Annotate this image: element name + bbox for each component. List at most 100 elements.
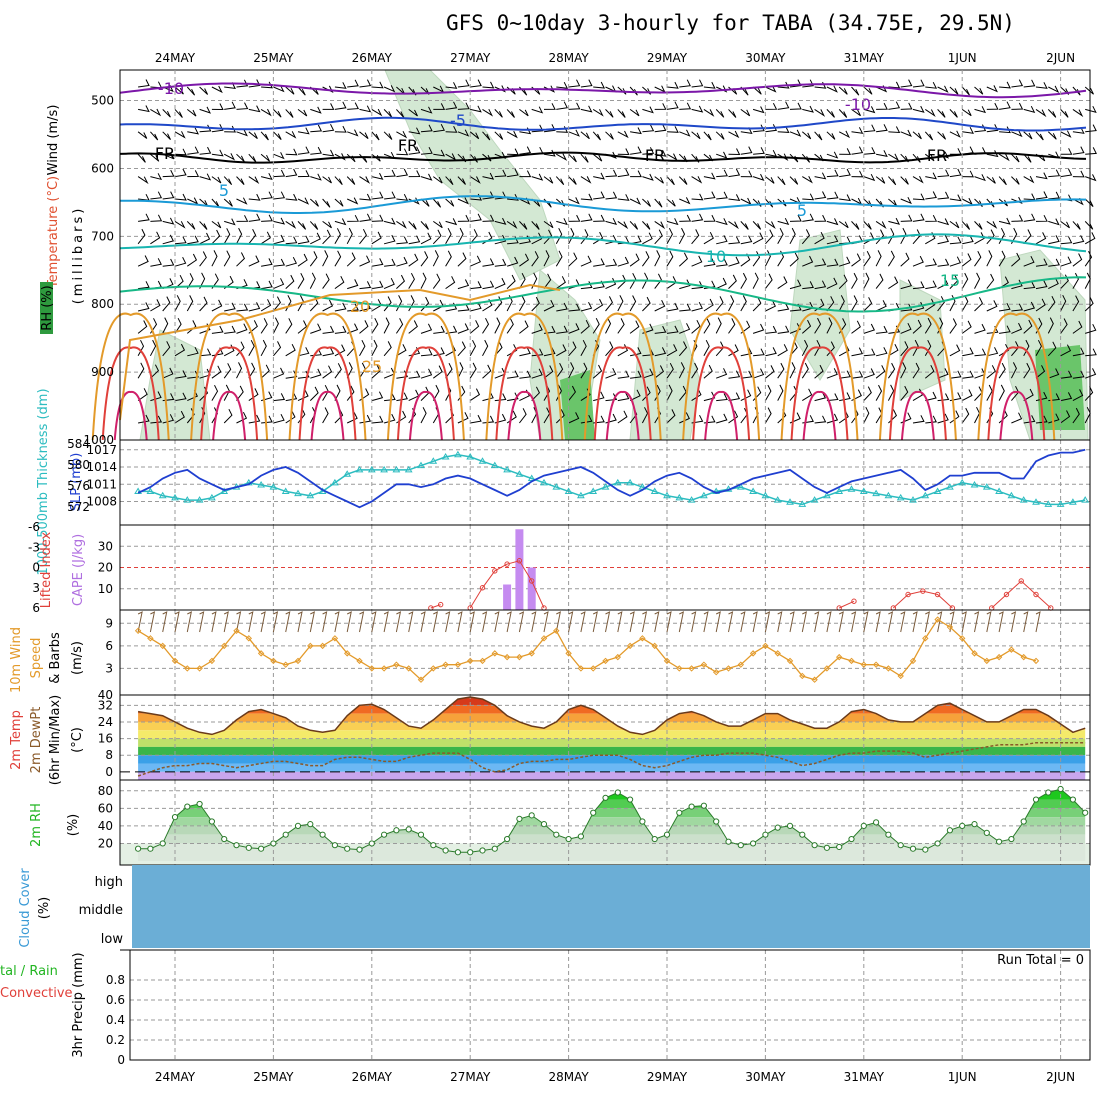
thickness-point: [257, 480, 265, 488]
wind-barb: [260, 299, 272, 312]
rh2m-point: [282, 831, 289, 838]
wind-barb: [802, 79, 814, 88]
wind-barb: [716, 393, 728, 402]
wind-barb: [519, 108, 529, 117]
wind-barb: [395, 295, 403, 312]
wind-barb: [974, 106, 987, 114]
date-label-bottom: 30MAY: [745, 1070, 786, 1084]
wind-barb: [469, 388, 481, 402]
wind-barb: [494, 258, 507, 267]
wind-barb: [371, 280, 384, 290]
lifted-index-tick: 6: [32, 601, 40, 615]
wind-barb: [937, 413, 949, 424]
wind-barb: [494, 151, 507, 160]
wind-barb: [752, 232, 764, 245]
wind-barb: [666, 250, 674, 267]
wind-barb: [703, 258, 716, 267]
wind10m-point: [208, 657, 216, 665]
wind-barb: [875, 250, 882, 267]
thickness-point: [466, 452, 475, 460]
pressure-tick: 900: [91, 365, 114, 379]
thickness-point: [872, 489, 880, 497]
cloud-cover-fill: [132, 865, 1090, 948]
rh2m-point: [540, 821, 548, 828]
wind-barb: [912, 131, 922, 140]
temp2m-label-3: (6hr Min/Max): [48, 695, 63, 785]
temp-band: [138, 755, 1086, 764]
wind-barb: [986, 273, 995, 289]
wind-barb: [285, 193, 298, 201]
wind-barb: [838, 109, 848, 118]
wind-barb: [211, 299, 223, 312]
wind10m-tick: 9: [105, 616, 113, 630]
wind-barb: [1023, 319, 1033, 334]
wind-barb: [728, 318, 736, 334]
wind-barb: [740, 272, 747, 289]
wind-barb: [1085, 147, 1097, 155]
wind-barb: [457, 79, 470, 88]
wind-barb: [1072, 253, 1083, 267]
thickness-point: [195, 496, 204, 503]
wind-barb: [617, 344, 629, 357]
wind-barb: [666, 344, 678, 357]
wind-barb: [961, 197, 974, 206]
wind-barb: [494, 393, 507, 402]
wind-barb: [211, 229, 221, 245]
wind-barb: [1023, 105, 1036, 113]
wind-barb: [420, 323, 433, 334]
wind-barb: [519, 253, 530, 267]
wind-barb: [420, 272, 427, 289]
wind-barb: [445, 198, 455, 207]
wind-barb: [728, 194, 741, 202]
temp-contour-30: [999, 391, 1034, 441]
wind-barb: [666, 409, 676, 424]
wind-barb: [678, 362, 685, 379]
wind-barb: [482, 280, 495, 290]
wind10m-point: [614, 653, 622, 661]
wind10m-barb: [309, 611, 315, 633]
wind-barb: [334, 344, 346, 357]
wind-barb: [961, 221, 971, 230]
wind-barb: [150, 108, 162, 117]
temp-band: [138, 705, 1086, 714]
wind-barb: [912, 255, 924, 267]
thickness-point: [663, 491, 671, 499]
wind-barb: [261, 280, 273, 290]
wind-barb: [937, 169, 950, 178]
wind-barb: [482, 108, 494, 117]
wind-barb: [851, 370, 864, 379]
wind10m-point: [737, 661, 745, 668]
wind-barb: [138, 281, 150, 290]
wind-barb: [666, 218, 679, 226]
wind-barb: [371, 317, 379, 334]
wind-barb: [297, 146, 310, 155]
rh2m-point: [885, 831, 892, 838]
thickness-point: [269, 483, 278, 490]
wind-barb: [924, 339, 932, 357]
wind-barb: [752, 198, 762, 207]
wind-barb: [1060, 370, 1073, 379]
date-label-bottom: 25MAY: [253, 1070, 294, 1084]
wind-barb: [273, 109, 282, 118]
wind10m-barb: [236, 611, 242, 633]
temp-contour-10: [119, 233, 1087, 257]
wind-barb: [666, 126, 679, 133]
wind-barb: [568, 412, 580, 424]
wind-barb: [396, 392, 408, 402]
wind-barb: [445, 250, 452, 267]
wind-barb: [777, 384, 784, 401]
wind-barb: [322, 347, 335, 357]
wind-barb: [531, 386, 541, 401]
thickness-tick: 580: [67, 458, 90, 472]
wind-barb: [1085, 174, 1097, 182]
wind-barb: [765, 220, 776, 229]
lifted-index-line: [469, 560, 545, 609]
wind-barb: [998, 176, 1007, 186]
rh2m-tick: 80: [98, 784, 113, 798]
wind-barb: [199, 106, 211, 114]
wind-barb: [519, 146, 532, 155]
thickness-point: [503, 465, 511, 473]
wind-barb: [912, 319, 922, 334]
wind-barb: [937, 218, 950, 226]
cloud-axis-label: Cloud Cover: [18, 868, 33, 948]
